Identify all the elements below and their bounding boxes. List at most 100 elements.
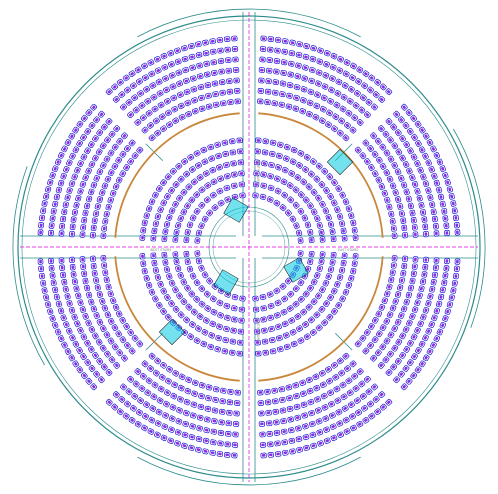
outer-block-3-row4-seat8: [322, 415, 330, 422]
outer-block-6-row5-seat0: [48, 229, 54, 237]
outer-block-6-row5-seat12: [72, 146, 80, 154]
seat-cushion: [423, 225, 427, 229]
outer-block-3-row6-seat18: [267, 452, 274, 458]
inner-block-2-row2-seat13: [173, 258, 180, 265]
seat-cushion: [227, 421, 231, 425]
seat-cushion: [197, 231, 201, 235]
outer-block-4-row2-seat9: [170, 392, 178, 400]
seat-cushion: [256, 139, 261, 142]
outer-block-1-row4-seat17: [433, 230, 440, 237]
outer-block-1-row6-seat5: [422, 132, 430, 140]
outer-block-0-row2-seat15: [356, 119, 364, 126]
outer-block-0-row6-seat9: [323, 50, 331, 57]
outer-block-1-row1-seat14: [402, 232, 408, 239]
seat-cushion: [276, 452, 280, 456]
south-lobby-wall: [137, 456, 361, 486]
outer-block-0-row2-seat11: [333, 101, 341, 109]
outer-block-2-row3-seat8: [409, 313, 416, 320]
inner-block-3-row4-seat12: [195, 162, 202, 169]
seat-cushion: [294, 224, 299, 228]
outer-block-6-row6-seat9: [52, 165, 59, 173]
seat-cushion: [196, 251, 199, 256]
outer-block-3-row6-seat0: [385, 398, 393, 406]
seat-cushion: [218, 313, 223, 317]
outer-block-4-row3-seat7: [183, 409, 190, 417]
inner-block-1-row1-seat11: [252, 306, 260, 313]
inner-block-3-row4-seat14: [208, 155, 216, 162]
outer-block-1-row0-seat0: [354, 146, 362, 154]
inner-block-3-row3-seat10: [196, 174, 204, 181]
inner-block-0-row4-seat11: [323, 187, 330, 194]
seat-cushion: [308, 286, 313, 290]
inner-block-2-row2-seat2: [224, 314, 231, 321]
outer-block-7-row5-seat1: [118, 91, 126, 98]
outer-block-5-row0-seat1: [131, 334, 139, 342]
outer-block-4-row1-seat9: [171, 381, 179, 389]
outer-block-1-row1-seat6: [386, 175, 394, 183]
outer-block-2-row6-seat15: [418, 360, 426, 368]
outer-block-1-row5-seat1: [398, 116, 405, 124]
inner-block-1-row2-seat2: [316, 265, 323, 272]
seat-cushion: [226, 58, 231, 62]
inner-block-2-row1-seat8: [189, 272, 197, 280]
inner-block-1-row4-seat2: [339, 267, 346, 274]
outer-block-5-row1-seat11: [93, 277, 100, 284]
seat-cushion: [196, 163, 201, 168]
outer-block-5-row0-seat4: [119, 316, 126, 324]
outer-block-5-row0-seat8: [107, 290, 114, 298]
inner-block-3-row4-seat3: [154, 213, 162, 220]
inner-block-0-row0-seat8: [296, 229, 303, 237]
seat-cushion: [413, 264, 417, 269]
seat-cushion: [51, 273, 55, 278]
outer-block-7-row2-seat8: [183, 88, 191, 96]
seat-cushion: [339, 119, 344, 123]
outer-block-4-row6-seat15: [128, 416, 136, 424]
inner-block-2-row2-seat11: [177, 272, 184, 279]
outer-block-3-row2-seat15: [258, 410, 265, 417]
inner-block-2-row3-seat6: [196, 313, 204, 320]
seat-cushion: [203, 273, 207, 277]
outer-block-5-row1-seat5: [107, 317, 115, 325]
outer-block-6-row4-seat5: [64, 194, 71, 201]
outer-block-0-row6-seat7: [310, 45, 317, 52]
seat-cushion: [437, 188, 441, 192]
inner-block-2-row4-seat12: [164, 294, 171, 301]
outer-block-7-row3-seat11: [196, 73, 204, 80]
outer-block-0-row2-seat12: [339, 105, 347, 113]
outer-block-5-row2-seat0: [121, 354, 128, 362]
outer-block-7-row5-seat15: [210, 48, 217, 55]
outer-block-4-row6-seat4: [202, 448, 209, 455]
inner-block-1-row4-seat13: [289, 329, 297, 336]
seat-cushion: [354, 235, 357, 240]
outer-block-3-row4-seat11: [302, 423, 309, 430]
outer-block-5-row6-seat4: [72, 360, 80, 368]
inner-block-1-row5-seat18: [269, 348, 277, 355]
outer-block-1-row3-seat9: [411, 181, 419, 188]
inner-block-2-row2-seat12: [175, 265, 182, 272]
outer-block-3-row6-seat2: [374, 408, 382, 416]
inner-block-1-row3-seat13: [275, 323, 282, 330]
seat-cushion: [303, 167, 308, 172]
outer-block-7-row6-seat11: [174, 47, 181, 54]
outer-block-1-row1-seat4: [379, 163, 387, 170]
inner-block-3-row5-seat14: [193, 150, 201, 157]
outer-block-5-row3-seat13: [71, 278, 78, 285]
outer-block-6-row0-seat7: [112, 183, 120, 190]
seat-cushion: [262, 162, 267, 165]
outer-block-2-row6-seat11: [433, 335, 441, 342]
outer-block-2-row0-seat12: [359, 334, 367, 342]
outer-block-4-row6-seat8: [174, 440, 181, 447]
seat-cushion: [81, 257, 84, 262]
outer-block-4-row0-seat1: [227, 388, 234, 395]
seat-cushion: [49, 259, 53, 263]
center-axes: [20, 12, 478, 482]
seat-cushion: [231, 329, 236, 332]
seat-cushion: [288, 306, 292, 311]
accent-block-1: [158, 318, 186, 346]
seat-cushion: [320, 182, 324, 187]
seat-cushion: [310, 252, 313, 256]
outer-block-4-row0-seat0: [234, 389, 241, 396]
outer-block-4-row0-seat7: [185, 376, 192, 384]
seat-cushion: [174, 252, 177, 257]
outer-block-3-row0-seat13: [257, 389, 264, 396]
